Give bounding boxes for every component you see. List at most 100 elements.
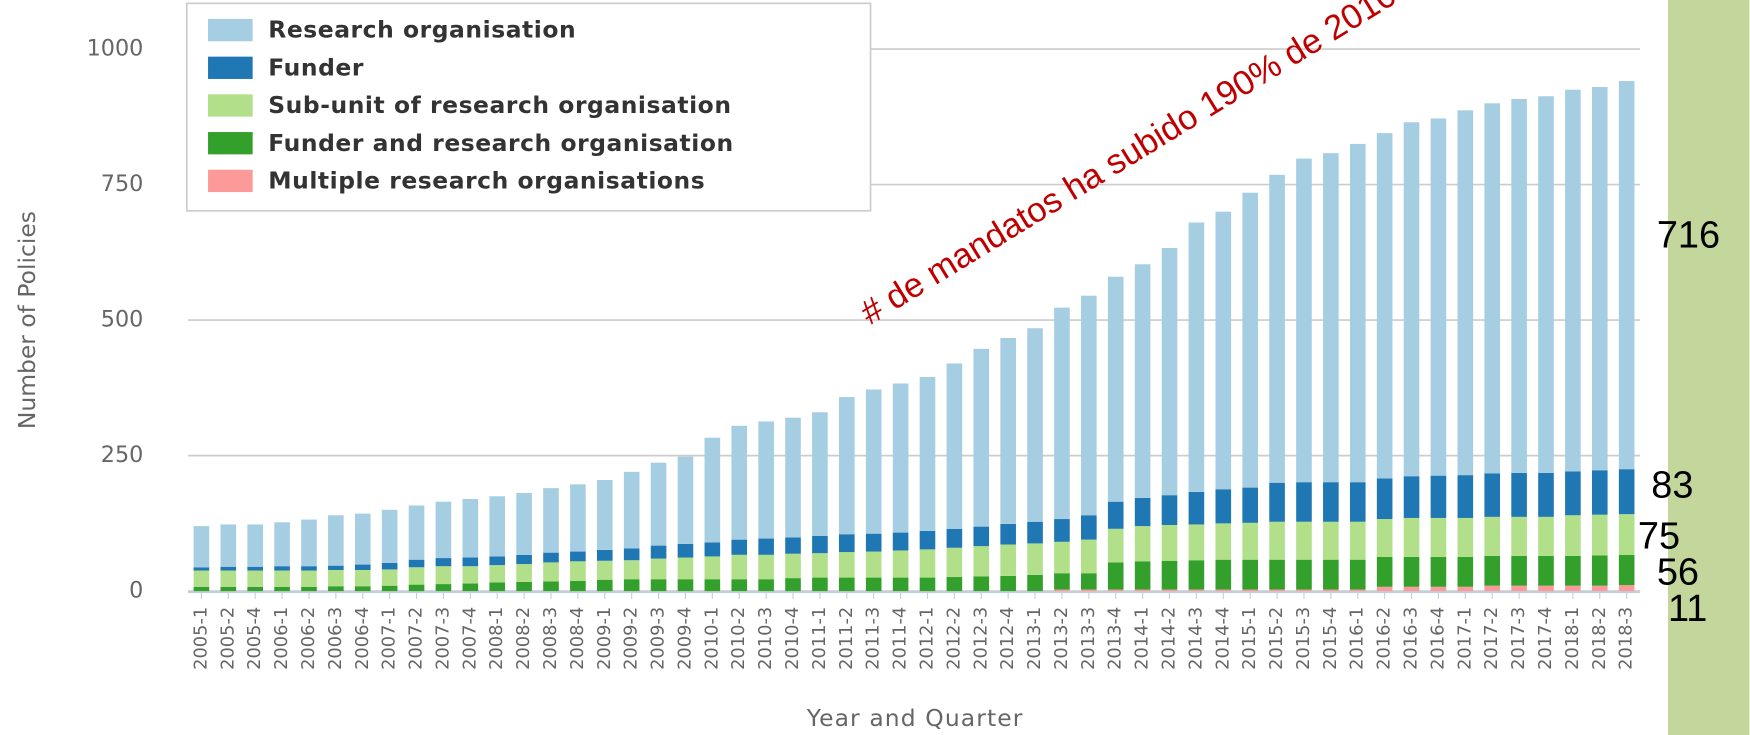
bar-segment (1161, 495, 1178, 525)
bar-segment (946, 577, 963, 592)
bar-segment (1323, 482, 1339, 522)
bar-segment (354, 569, 371, 587)
bar-segment (328, 565, 344, 570)
bar-segment (1618, 469, 1635, 515)
x-tick-label: 2005-1 (190, 607, 211, 670)
y-tick-label: 1000 (87, 36, 144, 62)
bar-segment (1188, 222, 1205, 492)
bar-segment (1430, 586, 1447, 592)
bar-segment (677, 456, 694, 544)
bar-segment (1269, 589, 1285, 592)
bar-segment (1134, 526, 1151, 562)
bar-segment (489, 556, 506, 566)
bar-segment (274, 586, 290, 592)
bar-segment (919, 377, 936, 531)
side-label: 83 (1651, 464, 1693, 506)
bar-segment (1457, 475, 1474, 518)
bar-segment (704, 437, 721, 543)
bar-segment (1215, 559, 1232, 590)
bar-segment (1242, 192, 1258, 488)
bar-segment (1161, 589, 1178, 592)
bar-segment (1430, 118, 1447, 476)
x-tick-label: 2013-1 (1024, 607, 1045, 670)
bar-segment (1484, 585, 1501, 592)
bar-segment (301, 586, 317, 592)
x-tick-label: 2017-4 (1535, 607, 1556, 670)
bar-segment (1565, 515, 1581, 556)
bar-segment (758, 538, 774, 555)
bar-segment (1349, 521, 1366, 560)
bar-segment (462, 583, 479, 592)
bar-segment (489, 565, 506, 583)
bar-segment (1081, 573, 1097, 590)
side-label: 11 (1668, 588, 1707, 630)
bar-segment (1376, 586, 1393, 592)
bar-segment (1484, 473, 1501, 517)
bar-segment (1027, 328, 1043, 522)
x-tick-label: 2016-2 (1374, 607, 1395, 670)
bar-segment (220, 570, 237, 587)
bar-segment (220, 524, 237, 567)
bar-segment (919, 577, 936, 592)
bar-segment (1134, 589, 1151, 592)
y-tick-label: 0 (129, 578, 143, 604)
bar-segment (1215, 589, 1232, 592)
bar-segment (865, 389, 882, 534)
bar-segment (650, 545, 667, 559)
bar-segment (1242, 559, 1258, 590)
bar-segment (919, 549, 936, 578)
bar-segment (1000, 575, 1016, 592)
bar-segment (247, 570, 263, 587)
bar-segment (1511, 98, 1527, 473)
bar-segment (677, 557, 694, 580)
bar-segment (973, 576, 990, 592)
bar-segment (516, 554, 532, 565)
bar-segment (1349, 482, 1366, 522)
bar-segment (435, 558, 452, 567)
x-tick-label: 2017-3 (1508, 607, 1529, 670)
bar-segment (301, 570, 317, 587)
bar-segment (354, 564, 371, 570)
bar-segment (1188, 524, 1205, 561)
bar-segment (1054, 573, 1070, 590)
bar-segment (193, 567, 210, 571)
bar-segment (516, 581, 532, 592)
bar-segment (408, 567, 425, 585)
bar-segment (677, 543, 694, 558)
x-tick-label: 2009-2 (621, 607, 642, 670)
x-tick-label: 2015-2 (1266, 607, 1287, 670)
bar-segment (301, 519, 317, 567)
x-tick-label: 2012-3 (970, 607, 991, 670)
x-tick-label: 2014-2 (1159, 607, 1180, 670)
x-tick-label: 2018-3 (1616, 607, 1637, 670)
bar-segment (1591, 87, 1608, 471)
x-tick-label: 2011-4 (890, 607, 911, 670)
bar-segment (1430, 517, 1447, 557)
bar-segment (301, 566, 317, 571)
bar-segment (1376, 519, 1393, 557)
bar-segment (247, 566, 263, 571)
bar-segment (1107, 528, 1124, 563)
x-tick-label: 2013-3 (1078, 607, 1099, 670)
bar-segment (1107, 562, 1124, 590)
bar-segment (328, 586, 344, 592)
legend-swatch (208, 18, 253, 42)
bar-segment (758, 554, 774, 580)
bar-segment (1161, 560, 1178, 590)
bar-segment (704, 579, 721, 592)
bar-segment (381, 562, 398, 570)
legend-swatch (208, 132, 253, 155)
bar-segment (1591, 555, 1608, 586)
bar-segment (1323, 521, 1339, 560)
bar-segment (596, 480, 613, 550)
bar-segment (1134, 497, 1151, 527)
bar-segment (1376, 478, 1393, 520)
bar-segment (758, 579, 774, 592)
x-tick-label: 2009-3 (648, 607, 669, 670)
bar-segment (1403, 122, 1420, 477)
bar-segment (1054, 541, 1070, 574)
bar-segment (946, 547, 963, 578)
bar-segment (1134, 561, 1151, 590)
